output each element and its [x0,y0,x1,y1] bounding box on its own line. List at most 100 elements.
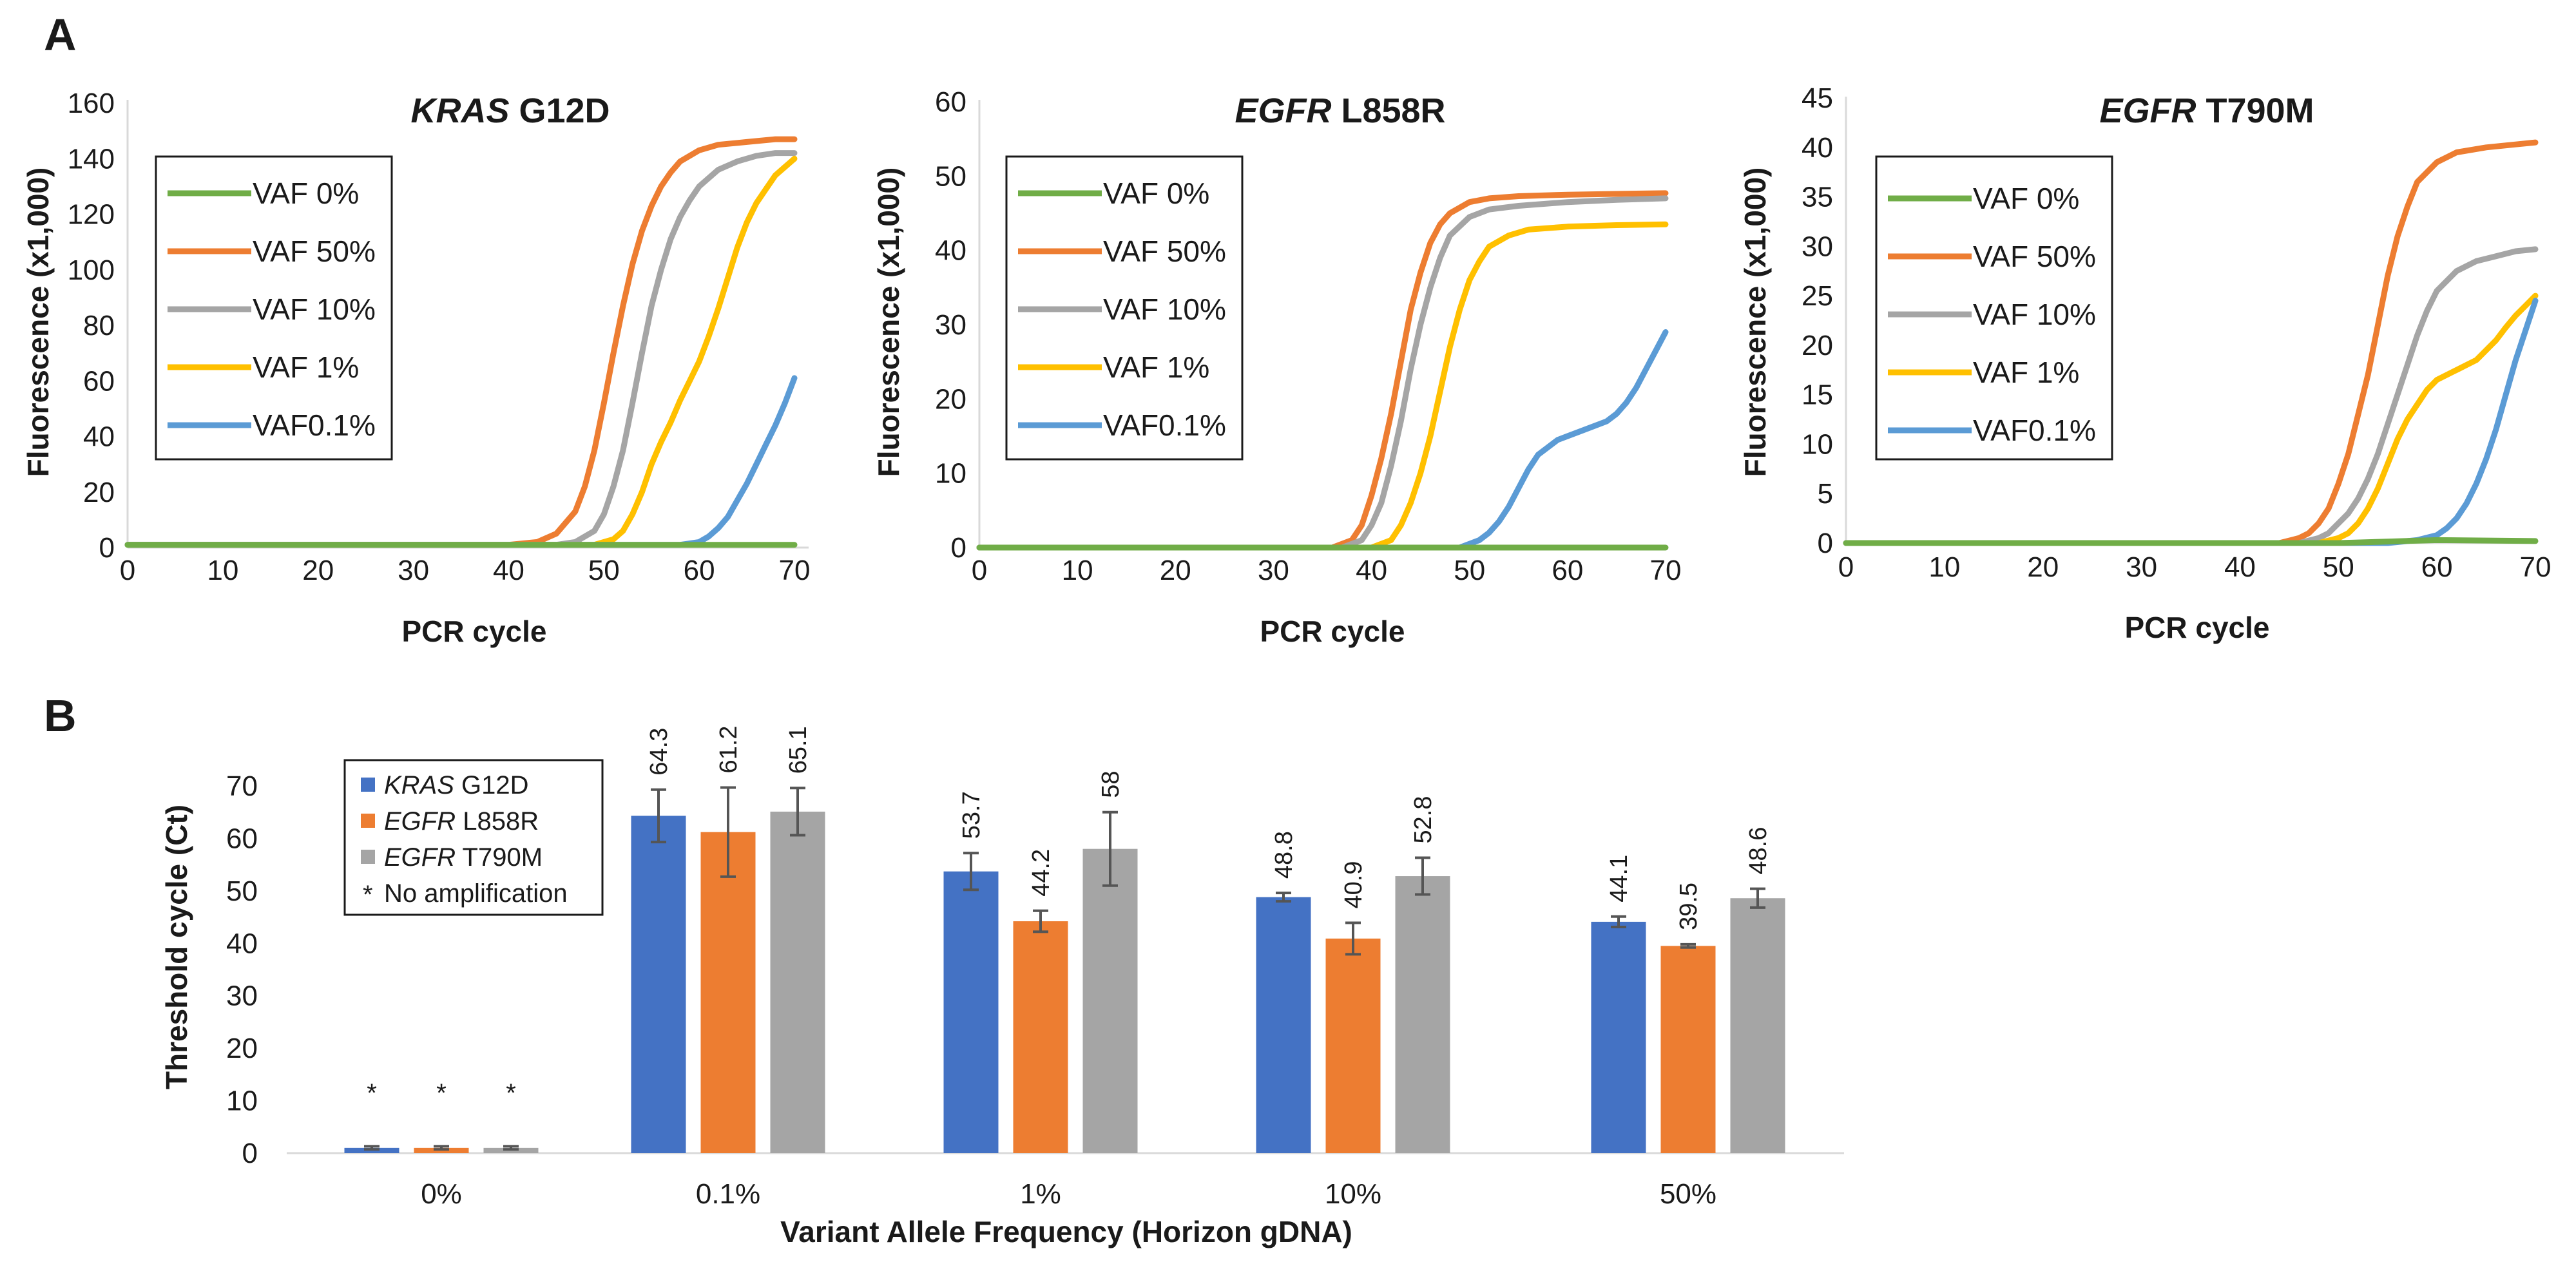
x-tick-label: 20 [1160,555,1191,586]
legend-note: No amplification [384,879,568,908]
legend-item: VAF 0% [1973,182,2079,215]
data-label: 39.5 [1675,883,1702,930]
x-tick-label: 60 [1552,555,1583,586]
data-label: 48.6 [1745,827,1772,875]
panel-label-a: A [44,10,77,60]
y-tick-label: 30 [226,980,258,1012]
x-axis-title: Variant Allele Frequency (Horizon gDNA) [780,1215,1352,1248]
y-tick-label: 10 [226,1085,258,1117]
data-label: 48.8 [1271,831,1298,879]
legend-item: VAF 1% [253,350,359,384]
legend-item: VAF 10% [1103,292,1226,326]
series-line-vaf1 [124,155,798,548]
y-tick-label: 40 [1802,132,1833,164]
legend-item-l858r: EGFR L858R [384,807,539,836]
panel-label-b: B [44,691,77,741]
y-tick-label: 40 [935,235,966,267]
y-tick-label: 30 [1802,231,1833,262]
x-tick-label: 30 [1258,555,1289,586]
x-tick-label: 20 [302,555,334,586]
chart-egfr-t790m: EGFR T790M 0 10 20 30 40 50 60 70 0 5 10 15 20 25 30 3… [1738,82,2551,644]
x-tick-labels: 0% 0.1% 1% 10% 50% [421,1178,1716,1210]
x-tick-label: 50 [1454,555,1485,586]
series-line-vaf10 [1843,246,2539,546]
y-tick-label: 25 [1802,280,1833,312]
x-tick-label: 0 [1838,551,1854,583]
x-axis-title: PCR cycle [2124,611,2269,644]
chart-title: EGFR T790M [2099,91,2314,130]
legend-swatch-kras [361,778,375,792]
x-tick-label: 50 [2323,551,2354,583]
legend-item: VAF 50% [1103,234,1226,268]
series-line-vaf0 [1843,537,2539,546]
y-axis-title: Fluorescence (x1,000) [872,167,905,477]
legend-item: VAF 50% [1973,240,2096,273]
y-tick-label: 80 [83,310,115,341]
x-axis-title: PCR cycle [401,615,546,648]
x-axis-title: PCR cycle [1260,615,1405,648]
x-tick-labels: 0 10 20 30 40 50 60 70 [972,555,1682,586]
y-axis-title: Threshold cycle (Ct) [160,805,193,1089]
y-tick-label: 10 [1802,428,1833,460]
y-tick-label: 0 [951,532,966,564]
legend-box [155,155,393,461]
y-tick-label: 60 [83,365,115,397]
bar [1660,946,1716,1153]
y-tick-label: 60 [226,823,258,854]
legend-item-t790m: EGFR T790M [384,843,543,872]
x-tick-label: 10 [1062,555,1093,586]
y-tick-label: 20 [226,1033,258,1064]
y-tick-label: 70 [226,770,258,802]
x-tick-label: 70 [2520,551,2552,583]
data-label: 58 [1097,770,1124,798]
data-label: 61.2 [715,725,742,773]
x-tick-labels: 0 10 20 30 40 50 60 70 [1838,551,2552,583]
x-tick-label: 70 [779,555,811,586]
x-tick-label: 10% [1325,1178,1381,1210]
y-tick-label: 60 [935,86,966,118]
series-line-vaf10 [976,195,1669,551]
series-line-vaf1 [976,221,1669,551]
x-tick-label: 30 [2126,551,2157,583]
chart-kras-g12d: KRAS G12D 0 10 20 30 40 50 60 70 0 20 40 60 80 100 12… [21,88,810,648]
series-line-vaf1 [1843,292,2539,546]
x-tick-label: 40 [1356,555,1387,586]
legend-item: VAF 10% [253,292,376,326]
legend-item: VAF 0% [1103,177,1209,210]
bar [1730,898,1785,1153]
y-tick-label: 0 [242,1138,258,1169]
legend: VAF 0% VAF 50% VAF 10% VAF 1% VAF0.1% [1875,155,2113,461]
legend-swatch-l858r [361,814,375,828]
x-tick-label: 0 [972,555,987,586]
x-tick-label: 0.1% [696,1178,760,1210]
bars: * 64.3 53.7 48.8 44.1 * 61.2 44.2 40.9 39.5 * 65.1 5… [344,725,1785,1153]
legend-item: VAF 1% [1973,356,2079,389]
chart-title: EGFR L858R [1235,91,1445,130]
y-tick-label: 10 [935,458,966,490]
series-lines [1843,139,2539,546]
y-tick-labels: 0 20 40 60 80 100 120 140 160 [68,88,115,564]
legend-item: VAF0.1% [253,408,376,442]
y-tick-label: 140 [68,143,115,175]
x-tick-label: 10 [1928,551,1960,583]
x-tick-label: 60 [684,555,715,586]
legend-item: VAF 0% [253,177,359,210]
y-tick-labels: 0 5 10 15 20 25 30 35 40 45 [1802,82,1833,559]
bar [1082,848,1138,1153]
y-tick-label: 35 [1802,182,1833,213]
legend: VAF 0% VAF 50% VAF 10% VAF 1% VAF0.1% [155,155,393,461]
legend-box [343,759,604,916]
y-tick-label: 160 [68,88,115,119]
x-tick-label: 1% [1020,1178,1061,1210]
bar-chart-threshold-cycle: 0 10 20 30 40 50 60 70 0% 0.1% 1% 10% 50% * 64.3 53.7… [160,725,1844,1248]
series-lines [124,136,798,548]
legend: KRAS G12D EGFR L858R EGFR T790M * No amp… [343,759,604,916]
series-line-vaf50 [124,136,798,548]
y-tick-labels: 0 10 20 30 40 50 60 [935,86,966,564]
y-axis-title: Fluorescence (x1,000) [21,167,55,477]
legend-box [1875,155,2113,461]
x-tick-label: 10 [207,555,238,586]
x-tick-label: 60 [2421,551,2453,583]
